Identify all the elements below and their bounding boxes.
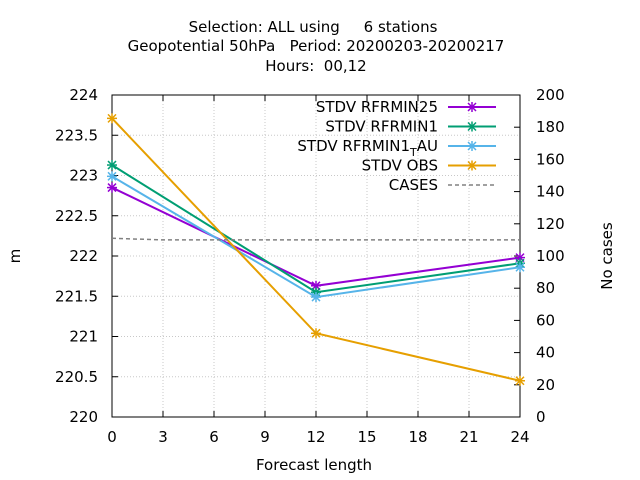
title-line-1: Selection: ALL using 6 stations bbox=[189, 18, 438, 36]
legend-marker bbox=[467, 160, 477, 171]
series-group bbox=[107, 113, 525, 386]
y-axis-left: 220 220.5 221 221.5 222 222.5 223 223.5 224 bbox=[55, 86, 118, 426]
y-tick-label: 220.5 bbox=[55, 368, 98, 386]
y2-tick-label: 0 bbox=[536, 408, 546, 426]
legend-label: STDV RFRMIN1 bbox=[325, 118, 438, 136]
x-tick-label: 6 bbox=[209, 428, 219, 446]
series-2 bbox=[107, 171, 525, 303]
x-tick-label: 24 bbox=[510, 428, 529, 446]
legend-item-4: CASES bbox=[389, 176, 496, 194]
y-tick-label: 224 bbox=[69, 86, 98, 104]
legend-marker bbox=[467, 102, 477, 112]
y-tick-label: 222 bbox=[69, 247, 98, 265]
y-axis-label: m bbox=[6, 249, 24, 264]
y-axis-right: 0 20 40 60 80 100 120 140 160 180 200 bbox=[514, 86, 565, 426]
legend-marker bbox=[467, 121, 477, 132]
chart-title: Selection: ALL using 6 stations Geopoten… bbox=[128, 18, 505, 75]
data-point bbox=[107, 160, 117, 171]
legend-marker bbox=[467, 141, 477, 151]
title-line-3: Hours: 00,12 bbox=[265, 57, 366, 75]
y2-tick-label: 140 bbox=[536, 183, 565, 201]
data-point bbox=[515, 262, 525, 273]
data-point bbox=[107, 171, 117, 182]
data-point bbox=[311, 292, 321, 303]
y-tick-label: 223 bbox=[69, 167, 98, 185]
title-line-2: Geopotential 50hPa Period: 20200203-2020… bbox=[128, 37, 505, 55]
x-tick-label: 3 bbox=[158, 428, 168, 446]
y-tick-label: 221.5 bbox=[55, 287, 98, 305]
y2-tick-label: 180 bbox=[536, 118, 565, 136]
y2-tick-label: 60 bbox=[536, 311, 555, 329]
y2-axis-label: No cases bbox=[598, 222, 616, 290]
y-tick-label: 221 bbox=[69, 328, 98, 346]
series-line bbox=[111, 237, 520, 241]
x-tick-label: 12 bbox=[306, 428, 325, 446]
y-tick-label: 222.5 bbox=[55, 207, 98, 225]
x-axis-label: Forecast length bbox=[256, 456, 372, 474]
y-tick-label: 220 bbox=[69, 408, 98, 426]
series-3 bbox=[107, 113, 525, 386]
y2-tick-label: 80 bbox=[536, 279, 555, 297]
y2-tick-label: 20 bbox=[536, 376, 555, 394]
data-point bbox=[107, 182, 117, 193]
legend-item-1: STDV RFRMIN1 bbox=[325, 118, 496, 136]
data-point bbox=[311, 328, 321, 339]
y2-tick-label: 160 bbox=[536, 150, 565, 168]
x-tick-label: 9 bbox=[260, 428, 270, 446]
y2-tick-label: 40 bbox=[536, 344, 555, 362]
legend-label: STDV RFRMIN25 bbox=[316, 98, 438, 116]
legend-label: CASES bbox=[389, 176, 438, 194]
data-point bbox=[107, 113, 117, 124]
series-4 bbox=[111, 237, 520, 241]
y-tick-label: 223.5 bbox=[55, 126, 98, 144]
legend-item-3: STDV OBS bbox=[362, 157, 496, 175]
data-point bbox=[515, 375, 525, 386]
legend-label: STDV OBS bbox=[362, 157, 438, 175]
legend-item-2: STDV RFRMIN1TAU bbox=[297, 137, 496, 159]
x-tick-label: 21 bbox=[459, 428, 478, 446]
x-tick-label: 18 bbox=[408, 428, 427, 446]
legend-label: STDV RFRMIN1TAU bbox=[297, 137, 438, 159]
legend-item-0: STDV RFRMIN25 bbox=[316, 98, 496, 116]
x-axis: 0 3 6 9 12 15 18 21 24 bbox=[107, 95, 530, 446]
y2-tick-label: 200 bbox=[536, 86, 565, 104]
y2-tick-label: 100 bbox=[536, 247, 565, 265]
x-tick-label: 0 bbox=[107, 428, 117, 446]
y2-tick-label: 120 bbox=[536, 215, 565, 233]
x-tick-label: 15 bbox=[357, 428, 376, 446]
